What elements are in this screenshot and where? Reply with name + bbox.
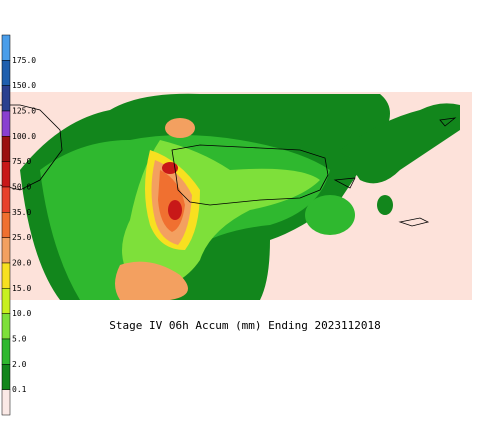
colorbar-swatch bbox=[1, 34, 11, 61]
colorbar-label: 150.0 bbox=[12, 81, 36, 90]
colorbar-label: 125.0 bbox=[12, 107, 36, 116]
colorbar-swatch bbox=[1, 60, 11, 86]
colorbar-swatch bbox=[1, 136, 11, 162]
colorbar-swatch bbox=[1, 338, 11, 365]
colorbar-label: 15.0 bbox=[12, 284, 31, 293]
colorbar-label: 0.1 bbox=[12, 385, 27, 394]
colorbar-label: 2.0 bbox=[12, 360, 27, 369]
colorbar-swatch bbox=[1, 212, 11, 238]
precip-field bbox=[20, 93, 460, 300]
colorbar-label: 5.0 bbox=[12, 335, 27, 344]
colorbar-swatch bbox=[1, 85, 11, 112]
colorbar-swatch bbox=[1, 110, 11, 137]
colorbar-swatch bbox=[1, 237, 11, 264]
colorbar-label: 25.0 bbox=[12, 233, 31, 242]
colorbar-label: 20.0 bbox=[12, 259, 31, 268]
colorbar-swatch bbox=[1, 161, 11, 188]
colorbar-swatch bbox=[1, 186, 11, 213]
colorbar-label: 75.0 bbox=[12, 157, 31, 166]
colorbar-swatch bbox=[1, 262, 11, 289]
colorbar-swatch bbox=[1, 313, 11, 340]
colorbar-label: 100.0 bbox=[12, 132, 36, 141]
colorbar-swatch bbox=[1, 389, 11, 416]
colorbar-swatch bbox=[1, 364, 11, 390]
colorbar-label: 10.0 bbox=[12, 309, 31, 318]
colorbar: 175.0 150.0 125.0 100.0 75.0 50.0 35.0 25.0 20.0… bbox=[1, 34, 36, 416]
colorbar-label: 35.0 bbox=[12, 208, 31, 217]
coastlines bbox=[0, 104, 457, 227]
colorbar-label: 50.0 bbox=[12, 183, 31, 192]
colorbar-label: 175.0 bbox=[12, 56, 36, 65]
colorbar-swatch bbox=[1, 288, 11, 314]
map-title: Stage IV 06h Accum (mm) Ending 202311201… bbox=[109, 319, 381, 332]
